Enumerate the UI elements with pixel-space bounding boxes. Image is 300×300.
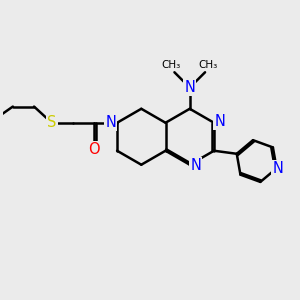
Text: CH₃: CH₃ — [198, 61, 218, 70]
Text: O: O — [88, 142, 100, 157]
Text: S: S — [47, 115, 56, 130]
Text: N: N — [190, 158, 201, 173]
Text: N: N — [105, 115, 116, 130]
Text: N: N — [214, 114, 225, 129]
Text: N: N — [273, 161, 283, 176]
Text: CH₃: CH₃ — [162, 61, 181, 70]
Text: N: N — [184, 80, 195, 95]
